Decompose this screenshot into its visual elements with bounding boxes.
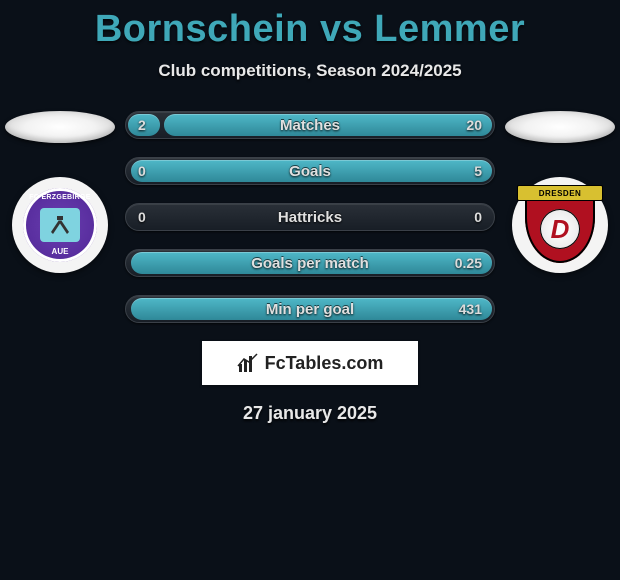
stat-value-left: 2: [138, 117, 146, 133]
comparison-panel: FC ERZGEBIRGE AUE DRESDEN D: [0, 111, 620, 323]
hammers-icon: [47, 214, 73, 236]
stat-bar: Goals per match 0.25: [125, 249, 495, 277]
stat-bar: Goals 0 5: [125, 157, 495, 185]
stat-label: Min per goal: [266, 301, 354, 318]
stat-value-right: 20: [466, 117, 482, 133]
stat-label: Goals: [289, 163, 331, 180]
stat-label: Goals per match: [251, 255, 369, 272]
stat-value-right: 5: [474, 163, 482, 179]
club-badge-right-center: D: [540, 209, 580, 249]
brand-text: FcTables.com: [265, 353, 384, 374]
player-photo-placeholder-left: [5, 111, 115, 143]
club-badge-right-letter: D: [551, 214, 570, 245]
bar-chart-icon: [237, 352, 259, 374]
stat-value-right: 0.25: [455, 255, 482, 271]
stat-bars: Matches 2 20 Goals 0 5 Hattricks 0 0 Goals per ma…: [125, 111, 495, 323]
stat-value-right: 0: [474, 209, 482, 225]
left-player-column: FC ERZGEBIRGE AUE: [0, 111, 120, 273]
club-badge-right-banner: DRESDEN: [517, 185, 603, 201]
player-photo-placeholder-right: [505, 111, 615, 143]
club-badge-right-shield: DRESDEN D: [525, 187, 595, 263]
club-badge-left: FC ERZGEBIRGE AUE: [12, 177, 108, 273]
club-badge-left-inner: FC ERZGEBIRGE AUE: [23, 188, 97, 262]
date-text: 27 january 2025: [0, 403, 620, 424]
right-player-column: DRESDEN D: [500, 111, 620, 273]
stat-bar: Min per goal 431: [125, 295, 495, 323]
stat-value-left: 0: [138, 163, 146, 179]
club-badge-right: DRESDEN D: [512, 177, 608, 273]
club-badge-left-emblem: [40, 208, 80, 242]
brand-box: FcTables.com: [202, 341, 418, 385]
stat-bar: Hattricks 0 0: [125, 203, 495, 231]
club-badge-left-bottext: AUE: [52, 247, 69, 256]
subtitle: Club competitions, Season 2024/2025: [0, 61, 620, 81]
stat-label: Hattricks: [278, 209, 342, 226]
page-title: Bornschein vs Lemmer: [0, 0, 620, 51]
stat-value-left: 0: [138, 209, 146, 225]
stat-bar: Matches 2 20: [125, 111, 495, 139]
stat-value-right: 431: [459, 301, 482, 317]
stat-label: Matches: [280, 117, 340, 134]
club-badge-left-toptext: FC ERZGEBIRGE: [29, 194, 90, 201]
